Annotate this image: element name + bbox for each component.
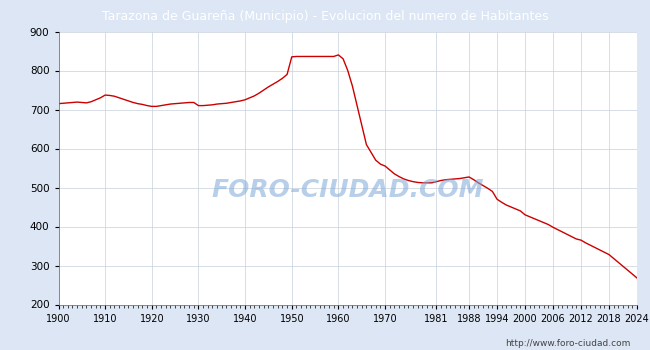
Text: Tarazona de Guareña (Municipio) - Evolucion del numero de Habitantes: Tarazona de Guareña (Municipio) - Evoluc…: [101, 10, 549, 23]
Text: http://www.foro-ciudad.com: http://www.foro-ciudad.com: [505, 339, 630, 348]
Text: FORO-CIUDAD.COM: FORO-CIUDAD.COM: [211, 178, 484, 202]
